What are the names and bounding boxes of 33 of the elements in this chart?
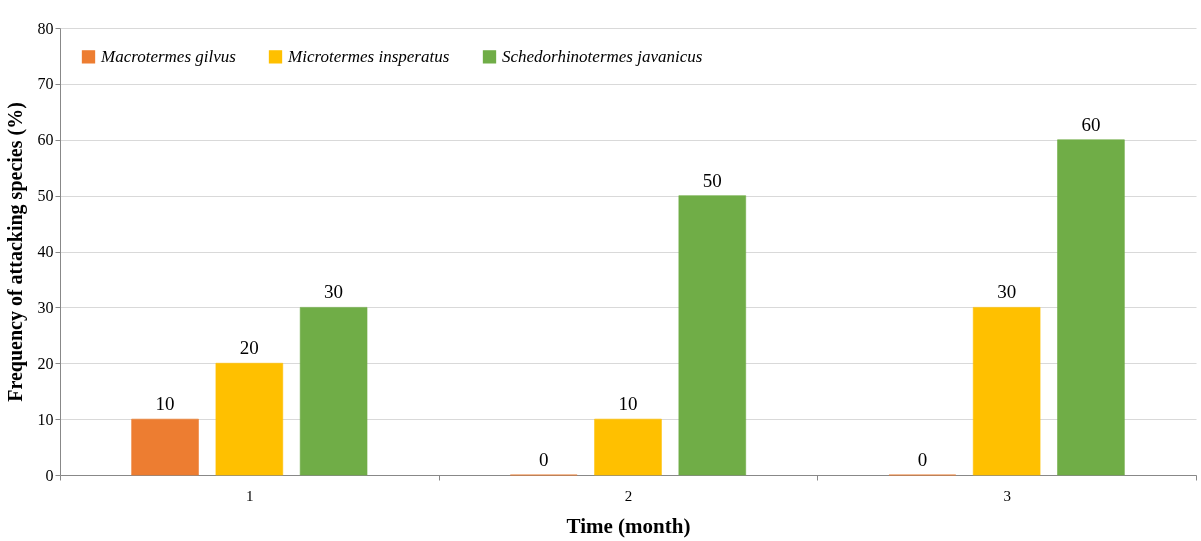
data-label: 10	[155, 393, 175, 415]
x-tick-label: 2	[624, 487, 633, 504]
y-tick-label: 60	[37, 131, 54, 149]
y-tick-label: 80	[37, 19, 54, 37]
y-tick-label: 0	[45, 466, 54, 484]
x-tick-label: 1	[246, 487, 254, 504]
x-axis-title: Time (month)	[566, 513, 691, 538]
bar	[594, 418, 662, 476]
data-label: 30	[324, 281, 344, 303]
bar	[299, 307, 368, 476]
data-label: 0	[538, 449, 549, 470]
y-tick-label: 30	[37, 298, 54, 316]
data-label: 50	[702, 169, 722, 191]
data-label: 60	[1081, 113, 1101, 135]
bar	[678, 195, 746, 476]
y-axis-title: Frequency of attacking species (%)	[3, 102, 27, 402]
data-label: 10	[618, 393, 638, 415]
y-tick-label: 40	[37, 243, 54, 260]
data-label: 20	[239, 337, 259, 359]
bar	[131, 418, 199, 476]
y-tick-label: 70	[37, 75, 54, 93]
bar	[215, 362, 284, 476]
legend-label: Microtermes insperatus	[287, 46, 450, 66]
legend-label: Schedorhinotermes javanicus	[502, 46, 703, 66]
y-tick-label: 10	[37, 410, 54, 428]
y-tick-label: 20	[37, 354, 54, 372]
bar	[972, 307, 1041, 476]
y-tick-label: 50	[37, 187, 54, 205]
data-label: 0	[917, 449, 928, 470]
bar	[1057, 139, 1125, 476]
data-label: 30	[997, 281, 1017, 303]
legend-label: Macrotermes gilvus	[100, 46, 237, 66]
x-tick-label: 3	[1003, 487, 1011, 504]
